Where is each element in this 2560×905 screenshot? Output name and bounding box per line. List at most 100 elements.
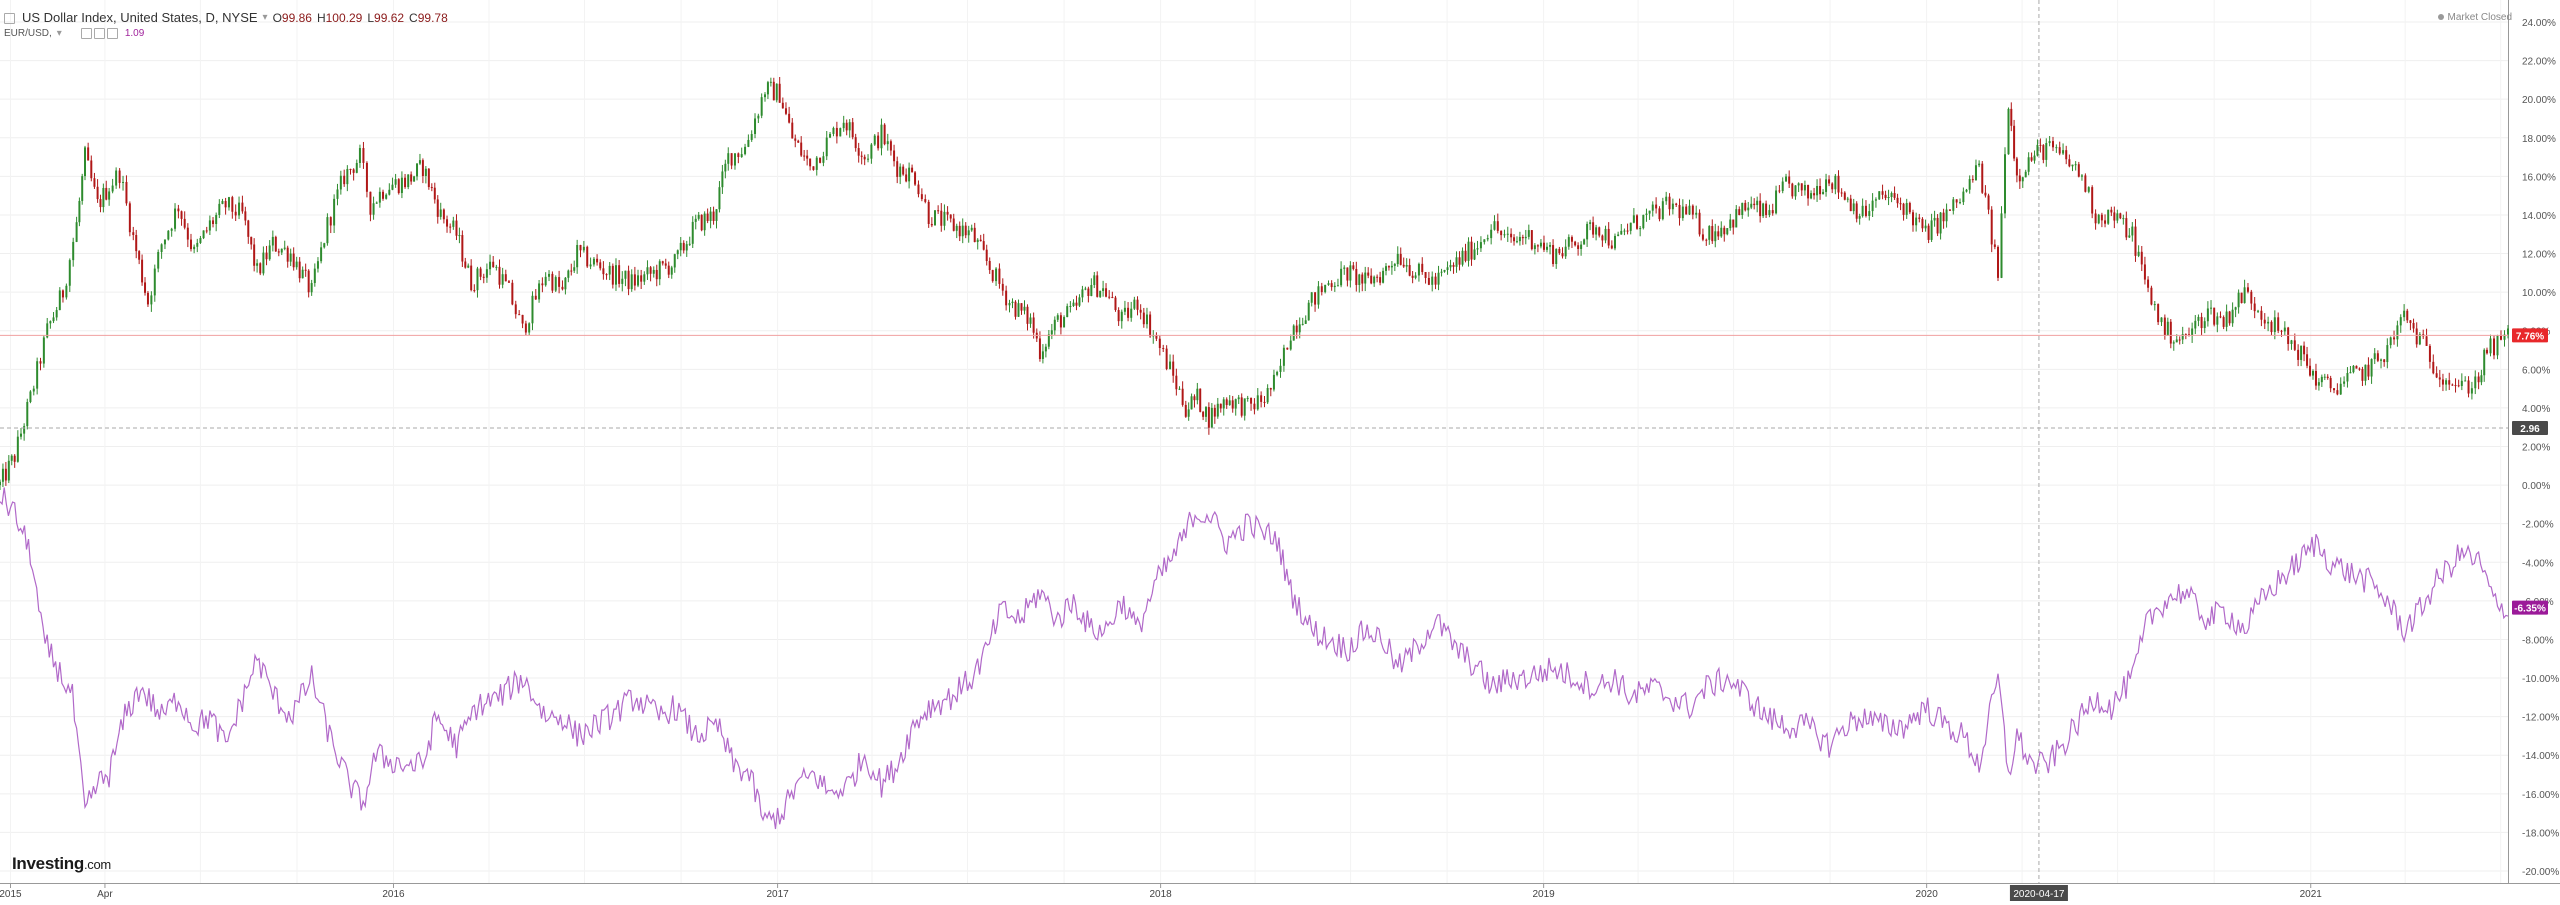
candle-body bbox=[750, 133, 753, 140]
candle-body bbox=[724, 163, 727, 172]
candle-body bbox=[806, 155, 809, 159]
eye-icon[interactable] bbox=[80, 27, 92, 39]
candle-body bbox=[2339, 383, 2342, 395]
candle-body bbox=[1855, 203, 1858, 219]
candle-body bbox=[424, 168, 427, 176]
candle-body bbox=[2153, 304, 2156, 306]
candle-body bbox=[1688, 205, 1691, 215]
candle-body bbox=[310, 283, 313, 293]
candle-body bbox=[1781, 181, 1784, 192]
symbol-title[interactable]: US Dollar Index, United States, D, NYSE bbox=[22, 10, 258, 25]
candle-body bbox=[914, 172, 917, 185]
candle-body bbox=[2477, 376, 2480, 383]
candle-body bbox=[854, 137, 857, 149]
candle-body bbox=[2055, 147, 2058, 149]
collapse-icon[interactable] bbox=[4, 12, 15, 24]
candle-body bbox=[1390, 265, 1393, 268]
y-tick-label: 24.00% bbox=[2522, 18, 2556, 29]
candle-body bbox=[1981, 163, 1984, 193]
candle-body bbox=[579, 244, 582, 251]
y-tick-label: -16.00% bbox=[2522, 790, 2559, 801]
candle-body bbox=[1424, 272, 1427, 278]
candle-body bbox=[1506, 233, 1509, 235]
candle-body bbox=[1997, 246, 2000, 278]
candle-body bbox=[1810, 193, 1813, 199]
candle-body bbox=[832, 127, 835, 134]
main-symbol-row[interactable]: US Dollar Index, United States, D, NYSE … bbox=[4, 10, 448, 26]
y-tick-label: 16.00% bbox=[2522, 172, 2556, 183]
chart-legend: US Dollar Index, United States, D, NYSE … bbox=[4, 10, 448, 42]
candle-body bbox=[1651, 204, 1654, 211]
candle-body bbox=[624, 270, 627, 279]
candle-body bbox=[1032, 317, 1035, 333]
candle-body bbox=[1, 468, 4, 482]
candle-body bbox=[2483, 349, 2486, 376]
compare-symbol[interactable]: EUR/USD, bbox=[4, 28, 52, 39]
candle-body bbox=[2137, 251, 2140, 256]
candle-body bbox=[800, 142, 803, 156]
candle-body bbox=[2283, 327, 2286, 332]
candle-body bbox=[2267, 321, 2270, 324]
candle-body bbox=[87, 147, 90, 161]
candle-body bbox=[268, 245, 271, 260]
candle-body bbox=[26, 401, 29, 427]
candle-body bbox=[877, 135, 880, 149]
candle-body bbox=[365, 162, 368, 192]
chevron-down-icon[interactable]: ▾ bbox=[56, 28, 62, 39]
candle-body bbox=[1014, 301, 1017, 317]
candle-body bbox=[1072, 302, 1075, 306]
candle-body bbox=[2166, 321, 2169, 336]
compare-symbol-row[interactable]: EUR/USD, ▾ 1.09 bbox=[4, 26, 448, 42]
candle-body bbox=[61, 290, 64, 298]
candle-body bbox=[567, 270, 570, 278]
candle-body bbox=[730, 153, 733, 166]
candle-body bbox=[90, 160, 93, 179]
candle-body bbox=[1476, 248, 1479, 250]
crosshair-y-badge: 2.96 bbox=[2512, 420, 2548, 435]
candle-body bbox=[2343, 381, 2346, 384]
candle-body bbox=[1592, 222, 1595, 235]
candle-body bbox=[1729, 219, 1732, 229]
candle-body bbox=[1056, 315, 1059, 320]
candle-body bbox=[343, 175, 346, 185]
candle-body bbox=[1114, 297, 1117, 311]
candle-body bbox=[1720, 227, 1723, 237]
crosshair-y-badge-text: 2.96 bbox=[2520, 424, 2540, 435]
candle-body bbox=[504, 274, 507, 282]
candle-body bbox=[851, 122, 854, 138]
candle-body bbox=[1881, 191, 1884, 195]
y-tick-label: -12.00% bbox=[2522, 713, 2559, 724]
y-tick-label: 0.00% bbox=[2522, 481, 2550, 492]
candle-body bbox=[1008, 302, 1011, 306]
candle-body bbox=[1105, 288, 1108, 297]
candle-body bbox=[621, 278, 624, 284]
candle-body bbox=[2451, 384, 2454, 386]
candle-body bbox=[1589, 222, 1592, 224]
candle-body bbox=[1574, 241, 1577, 246]
x-tick-label: 2021 bbox=[2300, 889, 2323, 900]
chevron-down-icon[interactable]: ▾ bbox=[262, 12, 268, 23]
candle-body bbox=[1461, 250, 1464, 265]
candle-body bbox=[2013, 125, 2016, 159]
candle-body bbox=[1443, 269, 1446, 272]
candle-body bbox=[1658, 208, 1661, 220]
candle-body bbox=[2311, 370, 2314, 376]
candle-body bbox=[1513, 237, 1516, 242]
y-tick-label: -2.00% bbox=[2522, 520, 2554, 531]
candle-body bbox=[1577, 245, 1580, 249]
candle-body bbox=[778, 83, 781, 103]
close-icon[interactable] bbox=[106, 27, 118, 39]
candle-body bbox=[495, 266, 498, 268]
candle-body bbox=[551, 273, 554, 291]
candle-body bbox=[1145, 314, 1148, 325]
y-tick-label: 20.00% bbox=[2522, 95, 2556, 106]
settings-icon[interactable] bbox=[93, 27, 105, 39]
candle-body bbox=[528, 323, 531, 333]
candle-body bbox=[1431, 276, 1434, 285]
candle-body bbox=[2068, 159, 2071, 167]
candle-body bbox=[592, 258, 595, 265]
candle-body bbox=[860, 155, 863, 157]
candle-body bbox=[1586, 223, 1589, 240]
candle-body bbox=[1939, 212, 1942, 234]
